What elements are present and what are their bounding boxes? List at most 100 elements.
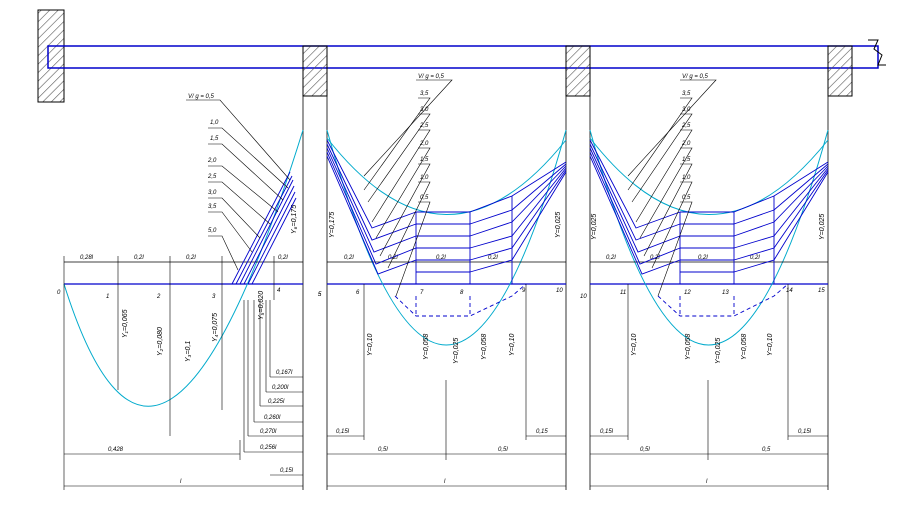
node-label: 0: [57, 290, 61, 296]
ordinate-label: Y=0,025: [819, 214, 826, 240]
ordinate-label: Y=0,058: [685, 334, 692, 360]
node-label: 3: [212, 294, 216, 300]
fan-leaders: [627, 79, 717, 297]
node-label: 5: [318, 292, 322, 298]
fan-value: 1,0: [210, 120, 219, 126]
dim-label: 0,2l: [488, 255, 498, 261]
dim-label: 0,2l: [134, 255, 144, 261]
node-label: 10: [556, 288, 563, 294]
panel-1: 0,28l 0,2l 0,2l 0,2l 0 1 2 3 4 5 Y₁=0,06…: [57, 94, 322, 490]
fan-value: 1,0: [682, 175, 691, 181]
dashed-lines: [394, 283, 527, 317]
fan-value: 2,5: [681, 123, 691, 129]
fan-title: V/ g = 0,5: [682, 74, 709, 80]
panel-2: 0,2l 0,2l 0,2l 0,2l: [318, 74, 567, 487]
ordinate-label: Y₄=0,075: [212, 313, 219, 342]
dim-label: 0,28l: [80, 255, 94, 261]
dim-label: l: [180, 479, 182, 485]
ordinate-label: Y=0,175: [329, 212, 336, 238]
node-label: 9: [522, 288, 526, 294]
dim-label: 0,225l: [268, 399, 285, 405]
ordinate-label: Y=0,10: [767, 334, 774, 356]
node-label: 14: [786, 288, 793, 294]
influence-curve: [63, 129, 304, 407]
fan-value: 5,0: [208, 228, 217, 234]
beam: [47, 45, 879, 69]
node-label: 5: [318, 292, 322, 298]
fan-title: V/ g = 0,5: [418, 74, 445, 80]
fan-value: 3,0: [682, 107, 691, 113]
dim-label: 0,2l: [698, 255, 708, 261]
ordinate-label: Y=0,058: [741, 334, 748, 360]
dim-label: 0,5l: [378, 447, 388, 453]
dim-label: 0,2l: [750, 255, 760, 261]
support-2: [565, 45, 591, 97]
dim-label: 0,15l: [280, 468, 294, 474]
dim-label: 0,428: [108, 447, 124, 453]
fan-value: 3,0: [420, 107, 429, 113]
fan-value: 2,5: [419, 123, 429, 129]
fan-value: 3,0: [208, 190, 217, 196]
fan-value: 1,5: [210, 136, 219, 142]
node-label: 4: [277, 288, 281, 294]
ordinate-label: Y=0,025: [453, 338, 460, 364]
dim-label: 0,167l: [276, 370, 293, 376]
fan-value: 2,0: [207, 158, 217, 164]
influence-curve: [326, 129, 567, 346]
dim-label: 0,2l: [606, 255, 616, 261]
fan-value: 3,5: [682, 91, 691, 97]
fan-value: 3,5: [208, 204, 217, 210]
influence-curve: [589, 129, 829, 346]
break-mark: [868, 39, 886, 66]
influence-curve-upper: [589, 137, 829, 215]
right-dims: [243, 300, 303, 476]
fan-grid: [589, 139, 829, 284]
dim-label: 0,5: [762, 447, 771, 453]
vertical-ticks: [363, 284, 527, 460]
fan-value: 0,5: [682, 195, 691, 201]
dim-label: 0,15l: [600, 429, 614, 435]
dim-label: 0,2l: [186, 255, 196, 261]
ordinate-label: Y=0,058: [423, 334, 430, 360]
dim-label: 0,270l: [260, 429, 277, 435]
dim-label: 0,2l: [278, 255, 288, 261]
influence-curve-upper: [326, 137, 567, 215]
dim-label: 0,2l: [436, 255, 446, 261]
node-label: 15: [818, 288, 825, 294]
node-label: 2: [156, 294, 161, 300]
dim-label: l: [706, 479, 708, 485]
beam-structure: [37, 9, 886, 490]
dim-label: 0,15l: [336, 429, 350, 435]
left-wall: [37, 9, 65, 103]
dashed-lines: [657, 283, 789, 317]
fan-value: 1,0: [420, 175, 429, 181]
fan-lines: [231, 171, 297, 285]
vertical-ticks: [627, 284, 789, 460]
dim-label: 0,5l: [498, 447, 508, 453]
fan-value: 1,5: [682, 157, 691, 163]
ordinate-label: Y=0,058: [481, 334, 488, 360]
ordinate-label: Y₅=0,020: [258, 291, 265, 320]
ordinate-label: Y=0,025: [715, 338, 722, 364]
fan-leaders: [186, 99, 291, 271]
fan-value: 1,5: [420, 157, 429, 163]
ordinate-label: Y=0,025: [555, 212, 562, 238]
dim-label: l: [444, 479, 446, 485]
dim-label: 0,15: [536, 429, 548, 435]
dim-label: 0,200l: [272, 385, 289, 391]
ordinate-label: Y₁=0,065: [122, 309, 129, 338]
panel-3: 0,2l 0,2l 0,2l 0,2l: [580, 74, 829, 487]
dim-label: 0,260l: [264, 415, 281, 421]
fan-value: 0,5: [420, 195, 429, 201]
fan-grid: [326, 139, 567, 284]
ordinate-label: Y₃=0,1: [185, 341, 192, 362]
ordinate-label: Y₂=0,080: [157, 327, 164, 356]
fan-value: 2,0: [419, 141, 429, 147]
node-label: 7: [420, 290, 424, 296]
node-label: 8: [460, 290, 464, 296]
ordinate-label: Y=0,10: [631, 334, 638, 356]
node-label: 6: [356, 290, 360, 296]
fan-leaders: [363, 79, 453, 297]
node-label: 11: [620, 290, 626, 296]
